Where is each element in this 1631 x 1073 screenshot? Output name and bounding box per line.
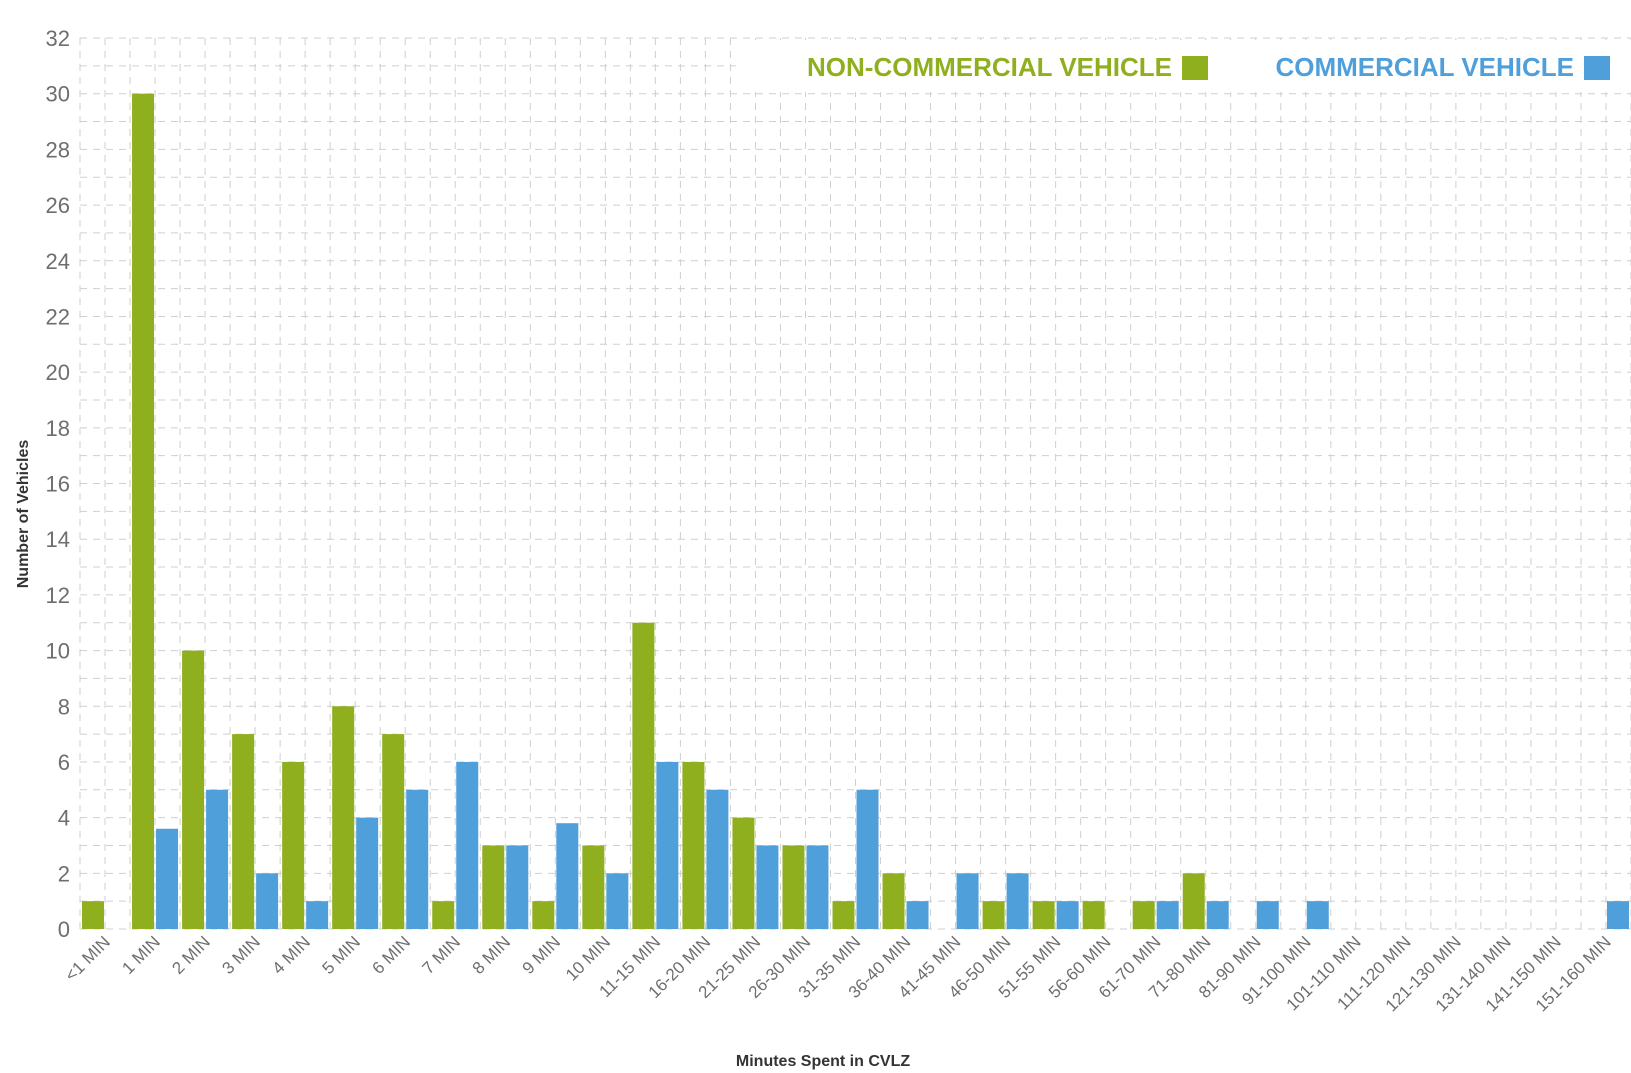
bar-non-commercial bbox=[882, 873, 905, 929]
legend-label-non-commercial: NON-COMMERCIAL VEHICLE bbox=[807, 52, 1172, 82]
bar-commercial bbox=[806, 845, 829, 929]
x-tick-label: 5 MIN bbox=[319, 932, 364, 977]
bar-commercial bbox=[1156, 901, 1179, 929]
y-tick-label: 16 bbox=[46, 472, 70, 497]
bar-non-commercial bbox=[682, 761, 705, 929]
y-tick-label: 20 bbox=[46, 360, 70, 385]
bar-non-commercial bbox=[532, 901, 555, 929]
bar-commercial bbox=[556, 823, 579, 929]
y-tick-label: 8 bbox=[58, 694, 70, 719]
x-axis-ticks: <1 MIN 1 MIN 2 MIN 3 MIN 4 MIN 5 MIN 6 MIN 7 MI… bbox=[61, 932, 1614, 1015]
bar-non-commercial bbox=[982, 901, 1005, 929]
x-tick-label: 1 MIN bbox=[118, 932, 163, 977]
x-tick-label: 4 MIN bbox=[268, 932, 313, 977]
y-tick-label: 6 bbox=[58, 750, 70, 775]
bar-commercial bbox=[856, 789, 879, 929]
bar-non-commercial bbox=[782, 845, 805, 929]
bar-commercial bbox=[606, 873, 629, 929]
x-tick-label: 3 MIN bbox=[218, 932, 263, 977]
y-tick-label: 32 bbox=[46, 26, 70, 51]
y-tick-label: 0 bbox=[58, 917, 70, 942]
bar-commercial bbox=[1056, 901, 1079, 929]
bar-commercial bbox=[306, 901, 329, 929]
bar-commercial bbox=[1206, 901, 1229, 929]
bar-commercial bbox=[906, 901, 929, 929]
legend-label-commercial: COMMERCIAL VEHICLE bbox=[1275, 52, 1574, 82]
bar-commercial bbox=[1306, 901, 1329, 929]
bar-commercial bbox=[456, 761, 479, 929]
x-axis-title: Minutes Spent in CVLZ bbox=[736, 1053, 910, 1070]
x-tick-label: 7 MIN bbox=[419, 932, 464, 977]
y-tick-label: 12 bbox=[46, 583, 70, 608]
bar-commercial bbox=[256, 873, 279, 929]
bar-non-commercial bbox=[732, 817, 755, 929]
bar-non-commercial bbox=[432, 901, 455, 929]
bar-non-commercial bbox=[132, 93, 155, 929]
bar-non-commercial bbox=[182, 650, 205, 929]
bar-commercial bbox=[1256, 901, 1279, 929]
bar-non-commercial bbox=[832, 901, 855, 929]
bar-commercial bbox=[706, 789, 729, 929]
bar-non-commercial bbox=[232, 734, 255, 929]
x-tick-label: 6 MIN bbox=[369, 932, 414, 977]
y-tick-label: 2 bbox=[58, 861, 70, 886]
grid-lines bbox=[79, 37, 1631, 930]
bar-commercial bbox=[206, 789, 229, 929]
bar-non-commercial bbox=[482, 845, 505, 929]
y-tick-label: 18 bbox=[46, 416, 70, 441]
legend: NON-COMMERCIAL VEHICLE COMMERCIAL VEHICL… bbox=[807, 52, 1610, 82]
bar-commercial bbox=[1606, 901, 1629, 929]
bar-non-commercial bbox=[332, 706, 355, 929]
x-tick-label: 8 MIN bbox=[469, 932, 514, 977]
y-tick-label: 10 bbox=[46, 639, 70, 664]
bar-commercial bbox=[656, 761, 679, 929]
y-tick-label: 30 bbox=[46, 82, 70, 107]
y-tick-label: 4 bbox=[58, 806, 70, 831]
bar-non-commercial bbox=[1132, 901, 1155, 929]
bar-commercial bbox=[506, 845, 529, 929]
legend-swatch-commercial bbox=[1584, 56, 1610, 80]
bar-commercial bbox=[156, 828, 179, 929]
legend-swatch-non-commercial bbox=[1182, 56, 1208, 80]
bar-non-commercial bbox=[1082, 901, 1105, 929]
bar-non-commercial bbox=[1182, 873, 1205, 929]
x-tick-label: 2 MIN bbox=[168, 932, 213, 977]
bar-commercial bbox=[1006, 873, 1029, 929]
x-tick-label: 9 MIN bbox=[519, 932, 564, 977]
y-axis-title: Number of Vehicles bbox=[15, 440, 32, 589]
y-tick-label: 24 bbox=[46, 249, 70, 274]
y-tick-label: 14 bbox=[46, 527, 70, 552]
bar-non-commercial bbox=[382, 734, 405, 929]
bar-non-commercial bbox=[632, 622, 655, 929]
bar-non-commercial bbox=[1032, 901, 1055, 929]
y-tick-label: 22 bbox=[46, 304, 70, 329]
bar-non-commercial bbox=[582, 845, 605, 929]
bars bbox=[82, 93, 1629, 929]
bar-non-commercial bbox=[282, 761, 305, 929]
y-tick-label: 28 bbox=[46, 137, 70, 162]
bar-commercial bbox=[956, 873, 979, 929]
y-tick-label: 26 bbox=[46, 193, 70, 218]
bar-non-commercial bbox=[82, 901, 105, 929]
bar-commercial bbox=[756, 845, 779, 929]
bar-commercial bbox=[406, 789, 429, 929]
bar-commercial bbox=[356, 817, 379, 929]
